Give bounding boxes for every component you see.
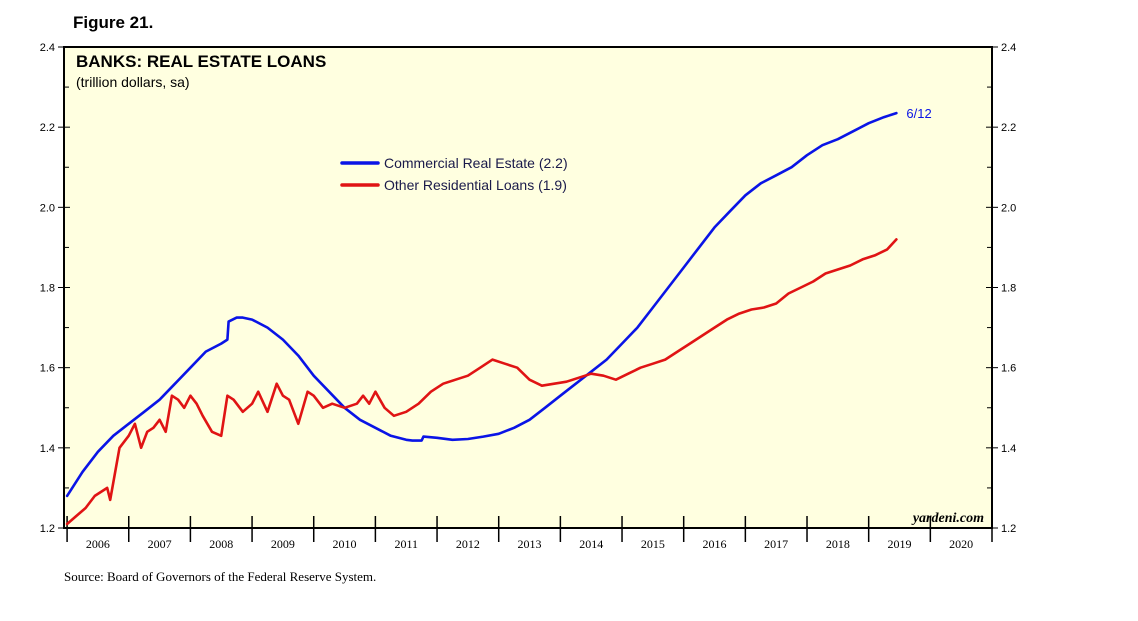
y-tick-label-left: 1.4	[40, 443, 55, 455]
x-tick-label: 2007	[148, 537, 172, 551]
x-tick-label: 2018	[826, 537, 850, 551]
x-tick-label: 2016	[703, 537, 727, 551]
x-tick-label: 2011	[394, 537, 418, 551]
x-tick-label: 2014	[579, 537, 603, 551]
chart-subtitle: (trillion dollars, sa)	[76, 74, 190, 90]
series-line-commercial-real-estate	[65, 111, 898, 498]
x-tick-label: 2013	[518, 537, 542, 551]
series-line-other-residential-loans	[65, 238, 898, 526]
legend: Commercial Real Estate (2.2) Other Reside…	[340, 155, 568, 193]
y-tick-label-left: 2.2	[40, 122, 55, 134]
x-tick-label: 2020	[949, 537, 973, 551]
chart-title: BANKS: REAL ESTATE LOANS	[76, 52, 326, 71]
y-tick-label-right: 1.8	[1001, 283, 1016, 295]
y-tick-label-right: 2.0	[1001, 202, 1016, 214]
x-tick-label: 2010	[333, 537, 357, 551]
figure-label: Figure 21.	[73, 13, 154, 32]
legend-label: Other Residential Loans (1.9)	[384, 177, 567, 193]
x-tick-label: 2012	[456, 537, 480, 551]
y-tick-label-right: 1.6	[1001, 363, 1016, 375]
series-layer	[65, 111, 898, 526]
x-tick-label: 2006	[86, 537, 110, 551]
y-tick-label-right: 1.4	[1001, 443, 1016, 455]
y-tick-label-left: 1.6	[40, 363, 55, 375]
x-tick-label: 2017	[764, 537, 788, 551]
watermark: yardeni.com	[911, 511, 984, 526]
x-tick-label: 2015	[641, 537, 665, 551]
x-tick-label: 2009	[271, 537, 295, 551]
y-tick-label-right: 2.4	[1001, 42, 1016, 54]
plot-area	[64, 47, 992, 528]
y-tick-label-left: 1.2	[40, 523, 55, 535]
y-tick-label-right: 1.2	[1001, 523, 1016, 535]
y-tick-label-left: 2.4	[40, 42, 55, 54]
x-tick-label: 2019	[888, 537, 912, 551]
plot-frame	[63, 46, 993, 529]
x-tick-label: 2008	[209, 537, 233, 551]
source-note: Source: Board of Governors of the Federa…	[64, 569, 377, 584]
y-tick-label-left: 2.0	[40, 202, 55, 214]
end-annotation: 6/12	[906, 106, 931, 121]
y-tick-label-right: 2.2	[1001, 122, 1016, 134]
legend-label: Commercial Real Estate (2.2)	[384, 155, 568, 171]
y-tick-label-left: 1.8	[40, 283, 55, 295]
axis-labels: 1.2 1.2 1.4 1.4 1.6 1.6 1.8 1.8 2.0 2.0 2.2 2.2 2.4 2…	[40, 42, 1017, 551]
